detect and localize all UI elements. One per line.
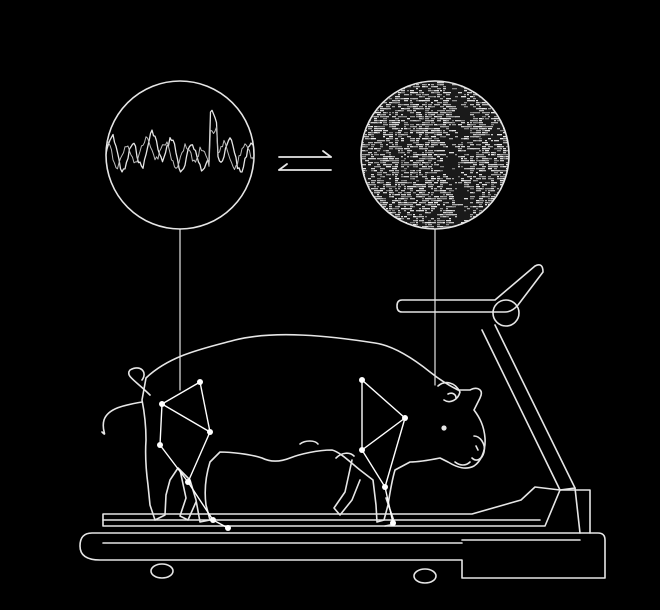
bidirectional-arrows-icon xyxy=(278,150,332,171)
hind-hoof-joint xyxy=(225,525,231,531)
front-knee-joint xyxy=(382,484,388,490)
hind-stifle-joint xyxy=(157,442,163,448)
pig-snout xyxy=(471,435,486,461)
treadmill xyxy=(79,264,606,584)
neural-activity-inset xyxy=(360,80,510,230)
treadmill-console-arm xyxy=(396,264,544,313)
front-hoof-joint xyxy=(390,520,396,526)
treadmill-base xyxy=(79,532,606,579)
pig-tail xyxy=(101,367,151,435)
waveform-inset xyxy=(105,80,255,230)
front-elbow-joint xyxy=(402,415,408,421)
joint-markers xyxy=(157,377,408,531)
treadmill-wheel-right xyxy=(413,568,437,584)
front-shoulder-joint xyxy=(359,377,365,383)
hind-fetlock-joint xyxy=(210,517,216,523)
treadmill-pivot xyxy=(492,299,520,327)
pig-hind-leg-back xyxy=(179,469,197,521)
hind-hock-joint xyxy=(185,479,191,485)
neural-texture xyxy=(361,81,509,229)
hind-knee-joint xyxy=(207,429,213,435)
front-scapula-joint xyxy=(359,447,365,453)
hind-pelvis-joint xyxy=(197,379,203,385)
treadmill-wheel-left xyxy=(150,563,174,579)
pig-front-leg-back xyxy=(333,459,361,516)
pig-outline xyxy=(101,333,486,527)
treadmill-upright xyxy=(481,324,576,491)
waveform-trace-secondary xyxy=(106,126,254,170)
hind-hip-joint xyxy=(159,401,165,407)
waveform-trace-primary xyxy=(106,109,254,173)
pig-eye xyxy=(441,425,447,431)
pig-ear xyxy=(437,381,461,403)
pig-body xyxy=(141,333,486,523)
front-leg-skeleton xyxy=(361,379,406,524)
